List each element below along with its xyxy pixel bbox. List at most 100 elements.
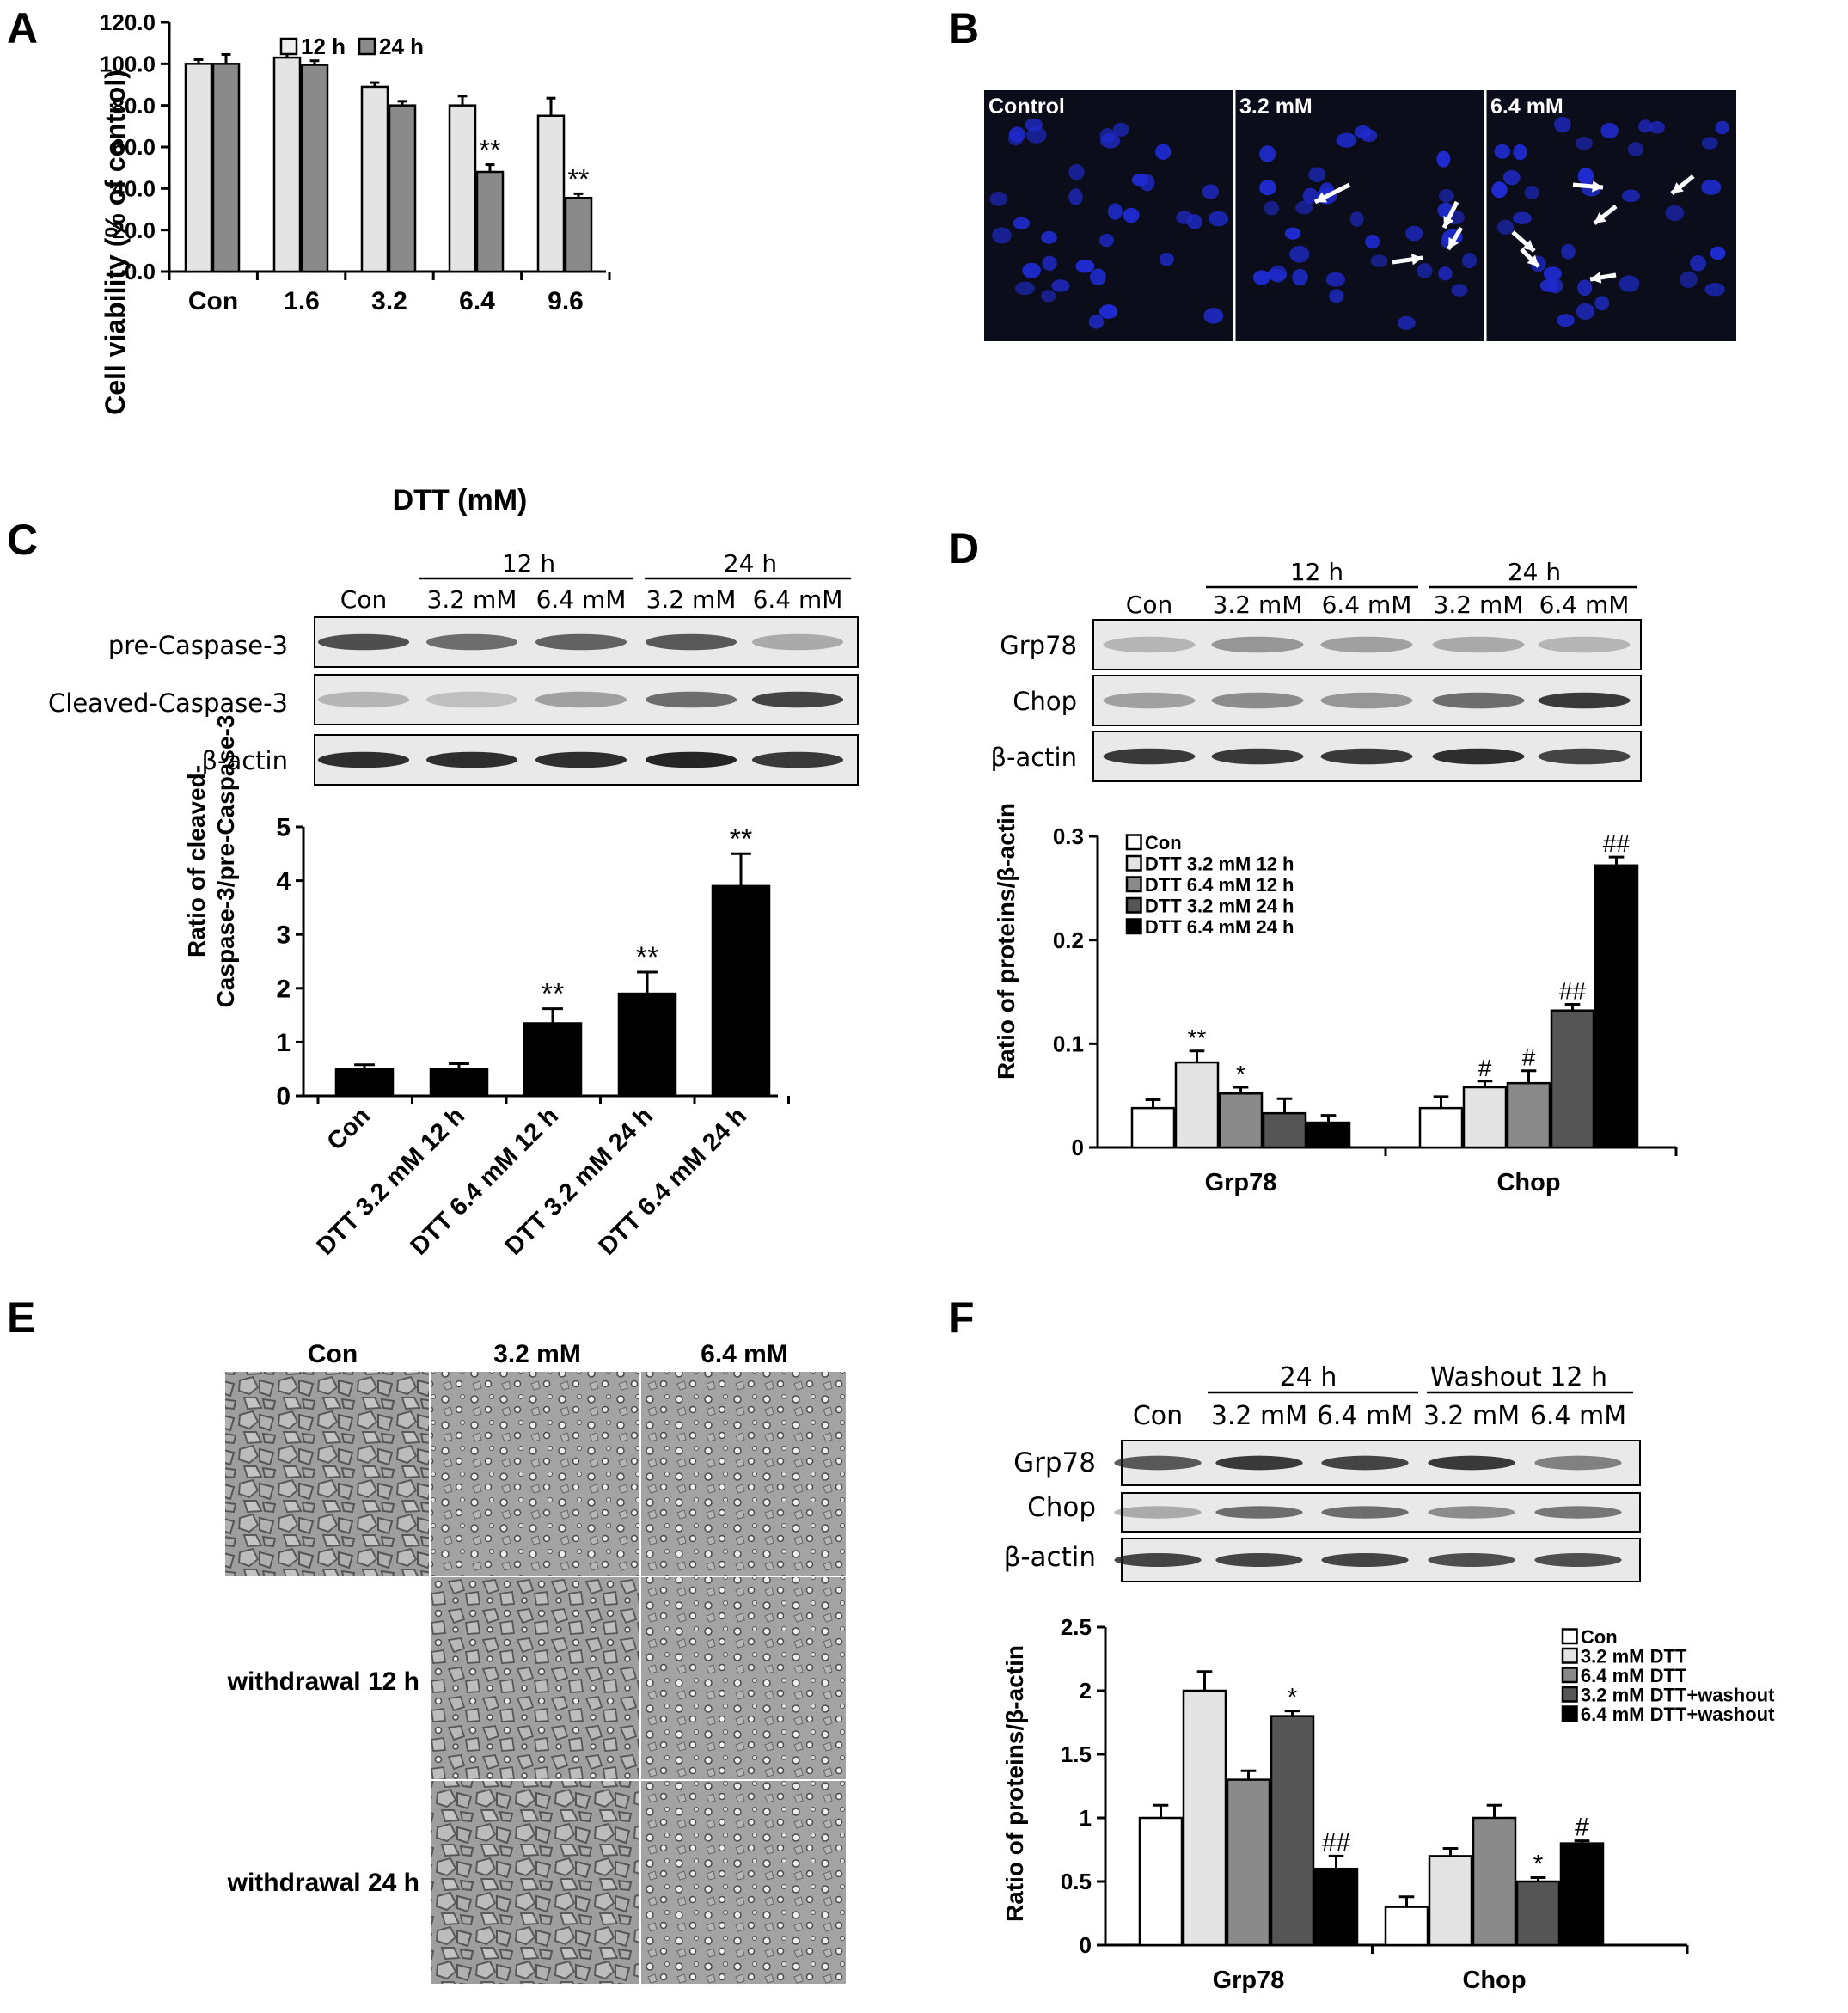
nucleus [1336,132,1357,148]
significance-mark: ** [568,163,590,194]
nucleus [1397,315,1416,330]
bar [429,1068,489,1098]
row-label: withdrawal 24 h [227,1869,419,1897]
group-header-washout: Washout 12 h [1430,1362,1607,1392]
nucleus [1619,275,1640,292]
x-tick-label: Grp78 [1213,1967,1285,1994]
nucleus [1710,246,1726,260]
nucleus [1524,185,1539,199]
micrograph-3-2mm-withdrawal-12h [431,1577,639,1779]
significance-mark: ** [480,135,501,166]
nucleus [1360,129,1378,143]
legend-label-12h: 12 h [301,34,346,59]
nucleus [1594,296,1610,311]
panel-letter-c: C [7,516,38,564]
micrograph-6-4mm-withdrawal-24h [641,1781,846,1984]
bar [564,196,593,273]
nucleus [1041,290,1056,303]
y-tick-label: 0.3 [1053,823,1084,849]
blot-band [1215,1553,1303,1567]
bar [1506,1081,1551,1149]
blot-label: Grp78 [1000,631,1077,660]
nucleus [1701,179,1722,195]
micrograph-6-4mm [641,1372,846,1576]
arrow-layer [1313,174,1695,284]
nucleus [1264,201,1280,216]
y-axis-title-line1: Ratio of cleaved- [183,765,210,958]
blot-band [645,751,737,768]
nucleus [1131,174,1148,187]
legend-swatch [1561,1667,1578,1684]
lane-label: 6.4 mM [1317,1401,1413,1431]
blot-band [1534,1506,1622,1519]
blot-label: Grp78 [1013,1447,1096,1478]
column-header: Con [308,1340,358,1368]
nucleus [1308,167,1326,182]
blot-band [317,691,410,708]
bar [617,992,677,1098]
nucleus [1176,211,1193,224]
lane-label: 6.4 mM [536,585,627,614]
blot-strip [1092,619,1642,670]
bar [300,64,329,273]
significance-mark: ** [1188,1025,1207,1051]
legend-swatch [1561,1705,1578,1722]
nucleus [1259,180,1276,196]
significance-mark: ## [1322,1828,1351,1857]
legend-swatch [1561,1647,1578,1664]
blot-band [1432,692,1525,709]
label-3-2mm: 3.2 mM [1239,95,1313,119]
nucleus [1600,122,1619,139]
panel-letter-d: D [948,524,979,572]
nucleus [1042,255,1057,271]
x-tick-label: 1.6 [284,287,320,315]
blot-band [1215,1455,1303,1471]
significance-mark: * [1236,1061,1245,1087]
nucleus [1627,142,1643,157]
y-axis-title: Ratio of proteins/β-actin [1001,1645,1028,1922]
arrow-head-icon [1443,216,1454,228]
blot-band [1534,1455,1622,1471]
significance-mark: ## [1603,830,1631,857]
legend-label: Con [1581,1626,1618,1648]
bar [272,56,302,273]
x-tick-label: Con [188,287,238,315]
nucleus [1539,278,1559,292]
bar [360,85,389,273]
bar [1174,1061,1220,1149]
y-tick-label: 0.5 [1061,1869,1092,1894]
row-label: withdrawal 12 h [227,1667,419,1696]
nucleus [1405,225,1423,242]
legend-swatch [1561,1628,1578,1645]
nucleus [1370,254,1388,267]
legend-swatch [1125,854,1142,872]
micrograph-6-4mm-withdrawal-12h [641,1577,846,1779]
nucleus [1051,279,1070,292]
nucleus [1349,211,1364,227]
nucleus [1022,262,1041,278]
label-control: Control [988,95,1065,119]
nucleus [1436,150,1451,168]
nucleus [1494,144,1511,159]
nucleus [1007,132,1024,146]
y-tick-label: 0.0 [125,259,156,285]
blot-label: Chop [1027,1492,1096,1523]
panel-letter-a: A [7,4,38,52]
nucleus [1107,203,1123,220]
nucleus [1680,271,1698,288]
blot-band [1321,1455,1409,1471]
bar [334,1068,395,1098]
arrow-head-icon [1522,239,1534,251]
column-header: 3.2 mM [493,1340,581,1368]
bar [1226,1778,1271,1947]
nucleus [1557,314,1576,327]
blot-label: β-actin [991,743,1078,772]
legend-label: 3.2 mM DTT+washout [1581,1685,1775,1706]
nucleus [1269,265,1288,283]
y-tick-label: 60.0 [112,134,156,160]
nucleus [1577,168,1594,185]
blot-band [1432,636,1525,653]
bar [1550,1009,1595,1149]
lane-label: Con [340,585,387,614]
nucleus [1491,181,1508,199]
